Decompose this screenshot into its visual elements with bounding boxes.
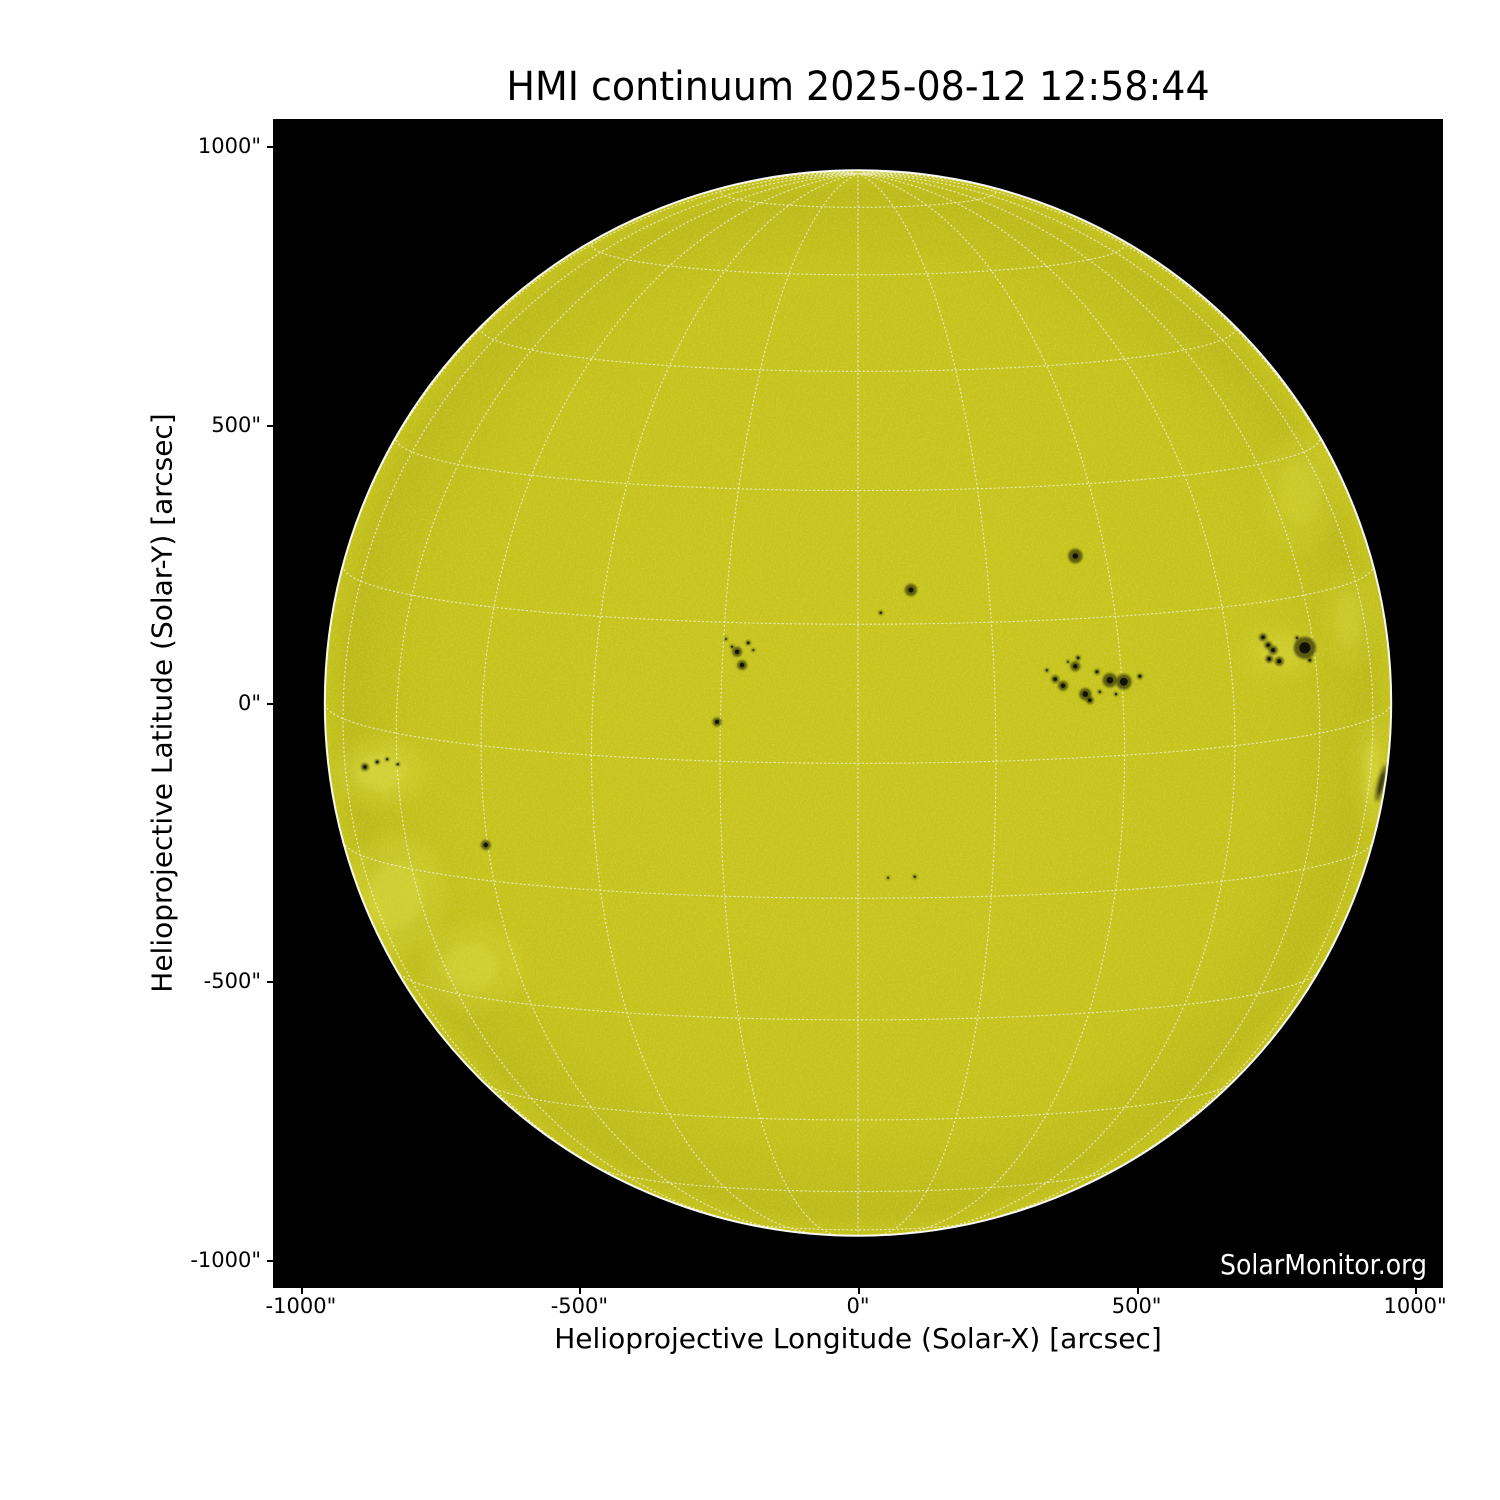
x-tick-label: -1000" [265, 1294, 337, 1318]
y-tick-label: -500" [203, 969, 261, 994]
y-tick-label: -1000" [190, 1247, 261, 1272]
y-tick-mark [267, 146, 273, 149]
solar-disk-svg [323, 169, 1393, 1237]
limb-rim [323, 169, 1393, 1237]
x-tick-mark [858, 1288, 860, 1294]
x-tick-mark [579, 1288, 582, 1294]
x-tick-label: 1000" [1383, 1294, 1447, 1318]
solar-plot-area: SolarMonitor.org [273, 119, 1443, 1288]
plot-title: HMI continuum 2025-08-12 12:58:44 [506, 64, 1210, 110]
y-tick-mark [267, 1259, 273, 1262]
y-tick-label: 1000" [197, 134, 261, 159]
y-tick-label: 0" [237, 691, 261, 715]
x-tick-mark [300, 1288, 303, 1294]
x-tick-label: 500" [1111, 1294, 1162, 1318]
x-tick-label: -500" [550, 1294, 609, 1318]
y-tick-mark [267, 981, 273, 984]
heliographic-grid [324, 170, 1392, 1236]
y-tick-mark [267, 703, 273, 705]
sunspots [361, 548, 1316, 880]
watermark: SolarMonitor.org [1219, 1248, 1427, 1281]
x-tick-mark [1136, 1288, 1139, 1294]
x-axis-label: Helioprojective Longitude (Solar-X) [arc… [554, 1322, 1162, 1355]
y-tick-mark [267, 424, 273, 427]
y-axis-label: Helioprojective Latitude (Solar-Y) [arcs… [145, 413, 179, 993]
x-tick-label: 0" [846, 1294, 870, 1318]
x-tick-mark [1415, 1288, 1418, 1294]
y-tick-label: 500" [211, 412, 261, 437]
